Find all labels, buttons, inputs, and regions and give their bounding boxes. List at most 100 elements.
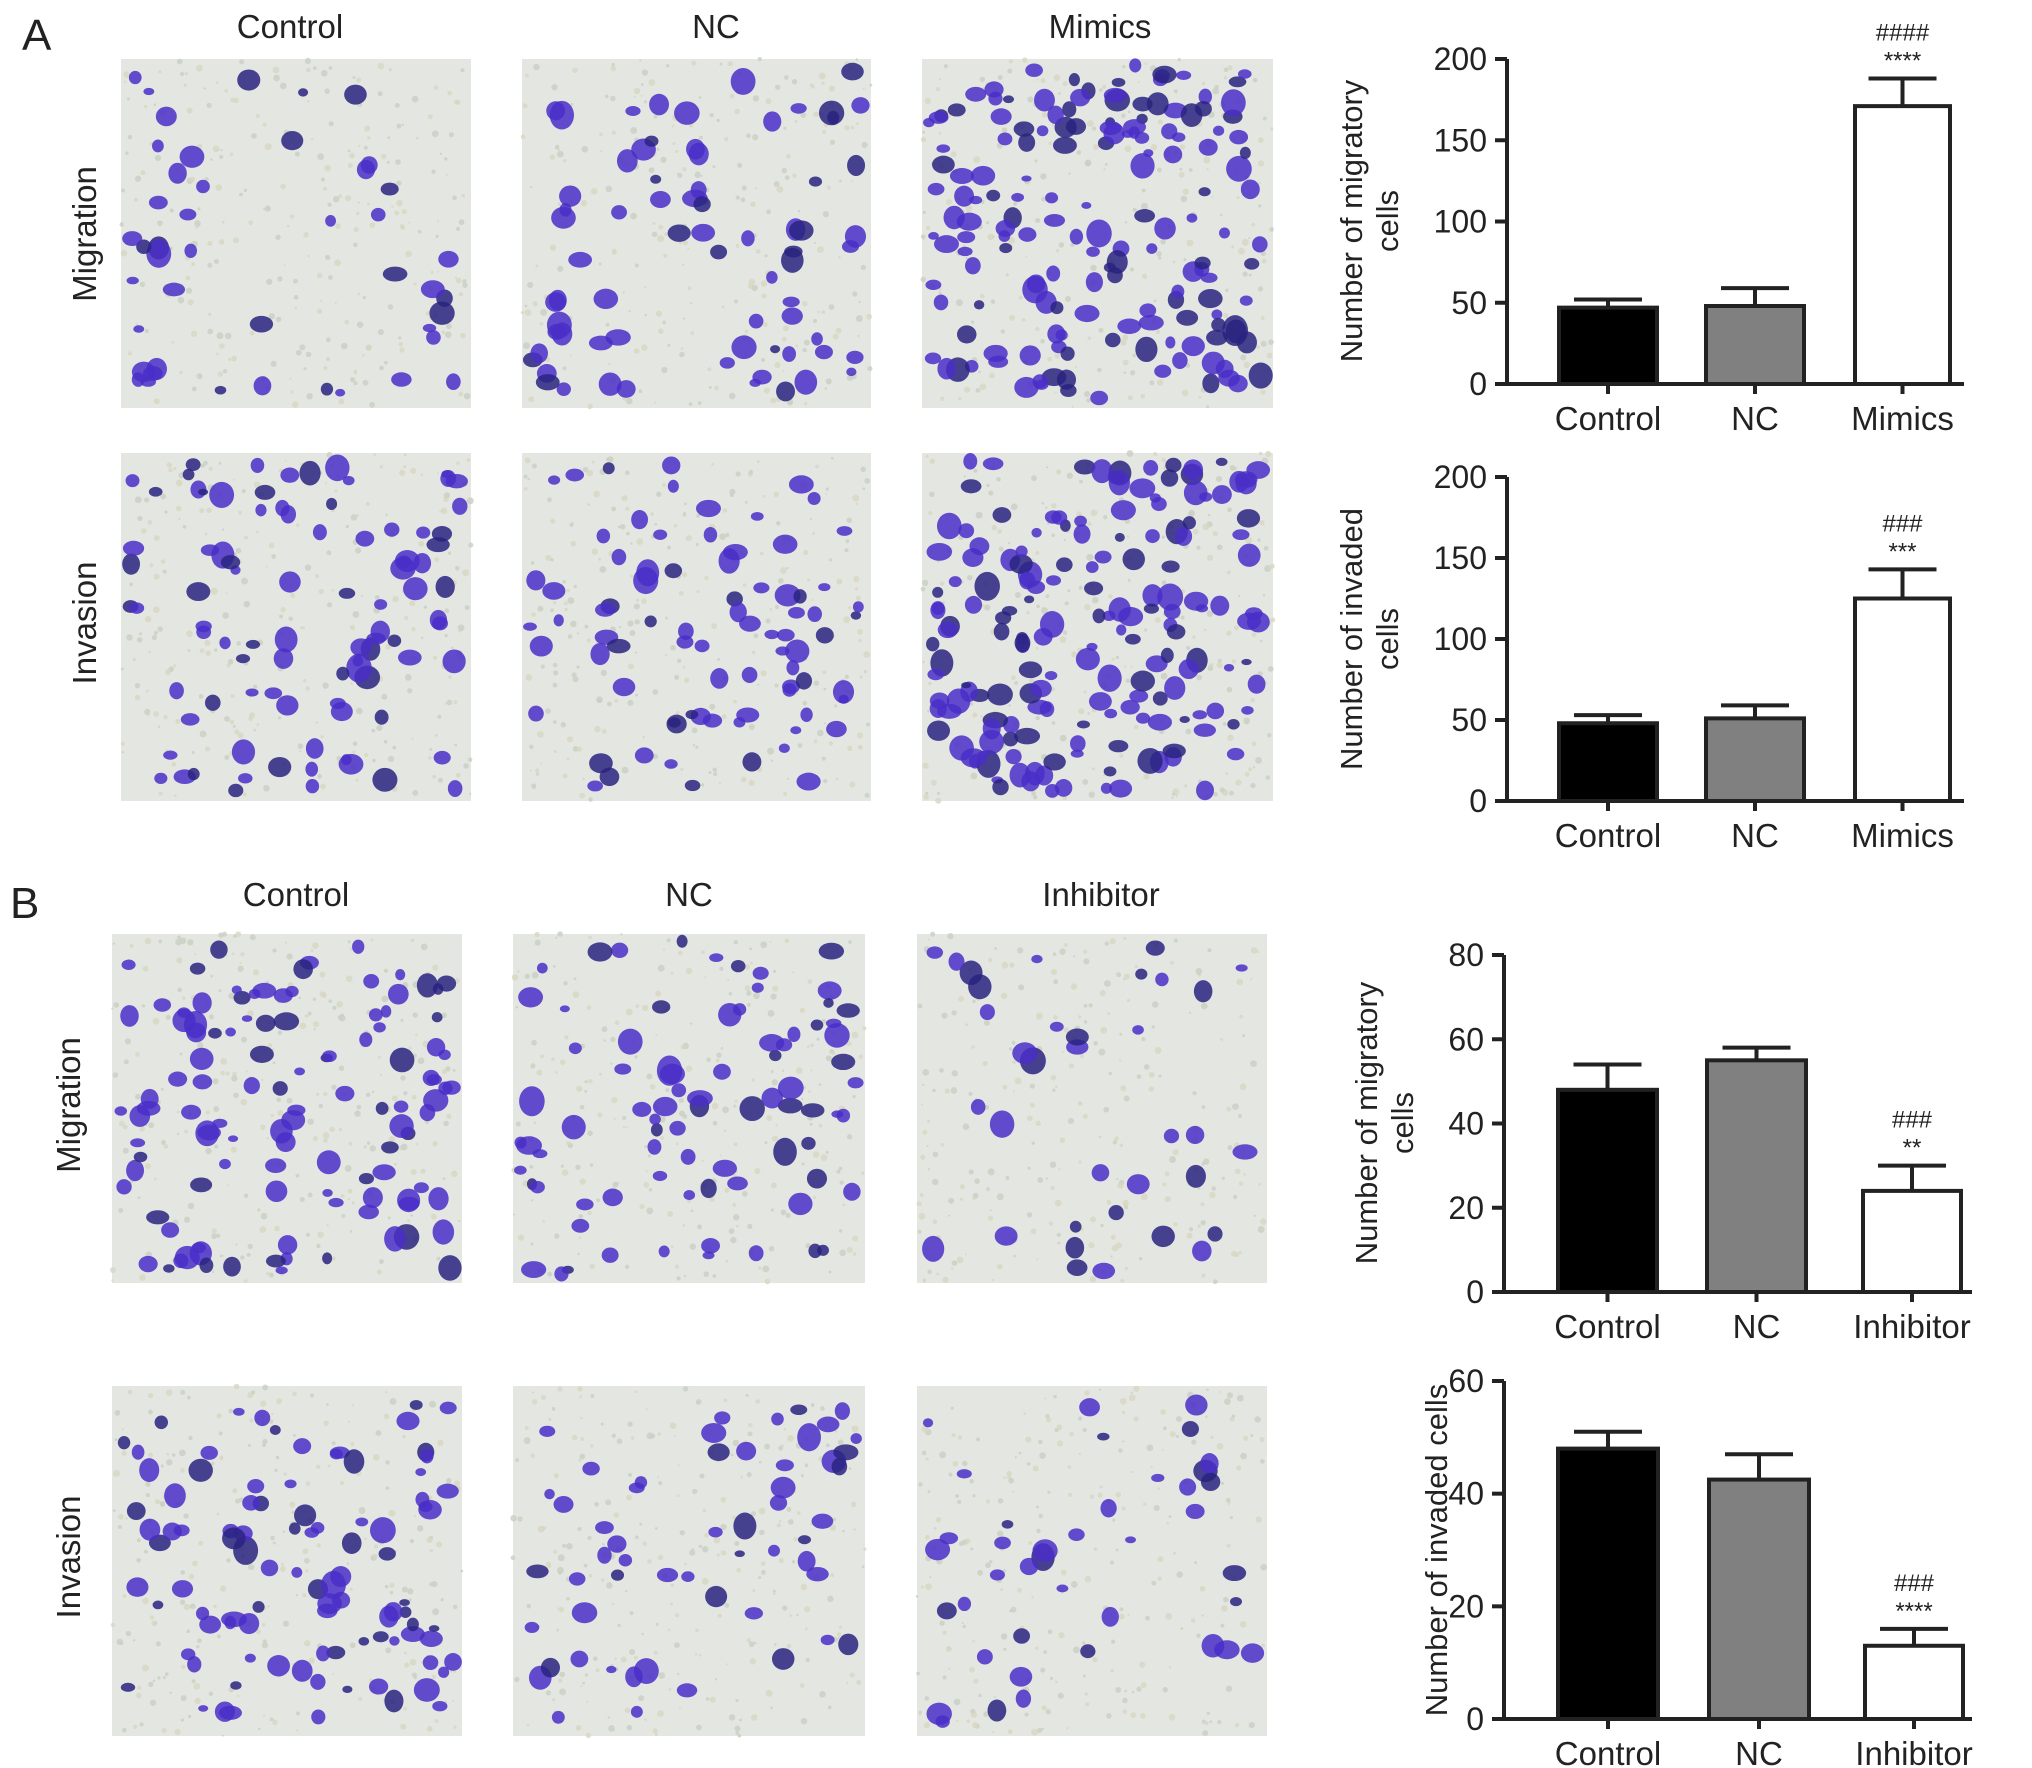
stained-cell	[695, 499, 721, 518]
stained-cell	[1018, 227, 1037, 242]
stained-cell	[1056, 557, 1073, 573]
stained-cell	[225, 1027, 236, 1037]
stained-cell	[429, 301, 455, 325]
stained-cell	[1194, 256, 1211, 270]
stained-cell	[1030, 679, 1052, 698]
stained-cell	[1045, 784, 1060, 798]
stained-cell	[595, 1521, 614, 1534]
y-tick-label: 20	[1448, 1190, 1484, 1226]
stained-cell	[535, 374, 560, 391]
stained-cell	[847, 154, 866, 177]
stained-cell	[1143, 603, 1159, 614]
stained-cell	[1076, 720, 1090, 729]
stained-cell	[977, 750, 989, 759]
stained-cell	[305, 738, 324, 759]
stained-cell	[209, 481, 235, 508]
stained-cell	[1052, 136, 1077, 154]
stained-cell	[1084, 581, 1104, 596]
stained-cell	[733, 1512, 757, 1540]
stained-cell	[252, 1600, 265, 1613]
stained-cell	[1165, 457, 1182, 473]
stained-cell	[265, 1158, 287, 1174]
micrograph-a-invasion-control	[120, 451, 474, 801]
stained-cell	[1193, 980, 1213, 1003]
stained-cell	[396, 1411, 420, 1431]
stained-cell	[1219, 227, 1230, 239]
stained-cell	[924, 352, 942, 365]
stained-cell	[524, 1621, 540, 1633]
stained-cell	[384, 522, 400, 537]
bar-control	[1557, 721, 1659, 803]
stained-cell	[936, 512, 962, 540]
stained-cell	[1009, 762, 1031, 788]
stained-cell	[374, 599, 388, 610]
stained-cell	[1055, 329, 1068, 341]
stained-cell	[1103, 87, 1127, 103]
stained-cell	[1212, 485, 1232, 505]
stained-cell	[1139, 303, 1157, 318]
stained-cell	[1091, 459, 1113, 484]
stained-cell	[782, 683, 797, 697]
stained-cell	[1212, 125, 1225, 136]
stained-cell	[561, 1114, 586, 1140]
stained-cell	[220, 555, 241, 570]
stained-cell	[247, 1478, 265, 1494]
stained-cell	[126, 1577, 149, 1597]
stained-cell	[382, 266, 408, 282]
stained-cell	[683, 1190, 696, 1201]
stained-cell	[1241, 658, 1252, 666]
stained-cell	[363, 974, 380, 989]
stained-cell	[808, 176, 823, 187]
stained-cell	[650, 174, 662, 184]
stained-cell	[162, 282, 186, 297]
stained-cell	[131, 1444, 145, 1460]
x-tick-label: Control	[1555, 400, 1661, 437]
stained-cell	[718, 1002, 742, 1027]
stained-cell	[693, 196, 711, 213]
stained-cell	[1015, 1689, 1032, 1708]
stained-cell	[719, 357, 735, 369]
stained-cell	[269, 1425, 281, 1436]
micrograph-a-migration-control	[119, 57, 471, 408]
y-axis-label: cells	[1385, 1092, 1420, 1154]
stained-cell	[989, 1110, 1015, 1138]
stained-cell	[1198, 138, 1218, 156]
stained-cell	[375, 1101, 389, 1115]
stained-cell	[987, 1699, 1007, 1722]
bar-nc	[1707, 1477, 1811, 1722]
stained-cell	[818, 942, 845, 960]
column-header-b-control: Control	[243, 876, 349, 913]
stained-cell	[199, 1257, 214, 1274]
stained-cell	[415, 1468, 427, 1477]
y-tick-label: 0	[1469, 366, 1487, 402]
stained-cell	[444, 1653, 462, 1671]
stained-cell	[678, 622, 694, 640]
stained-cell	[647, 1139, 662, 1155]
stained-cell	[521, 1261, 547, 1278]
stained-cell	[649, 93, 669, 116]
stained-cell	[707, 1443, 730, 1462]
stained-cell	[1005, 748, 1022, 765]
stained-cell	[1109, 779, 1133, 798]
stained-cell	[794, 369, 818, 395]
micrograph-b-invasion-nc	[510, 1386, 867, 1739]
stained-cell	[1151, 1473, 1165, 1483]
stained-cell	[1014, 633, 1031, 653]
stained-cell	[432, 616, 448, 631]
stained-cell	[650, 190, 671, 208]
stained-cell	[195, 620, 212, 633]
significance-stars: **	[1903, 1135, 1922, 1162]
stained-cell	[1027, 699, 1052, 715]
micrograph-a-migration-mimics	[920, 57, 1274, 409]
stained-cell	[1194, 101, 1212, 117]
stained-cell	[625, 106, 641, 116]
stained-cell	[1070, 88, 1091, 107]
stained-cell	[614, 1063, 632, 1075]
stained-cell	[1081, 202, 1092, 209]
stained-cell	[1200, 1472, 1221, 1492]
stained-cell	[383, 1602, 403, 1622]
stained-cell	[1142, 584, 1163, 607]
stained-cell	[265, 1180, 288, 1203]
stained-cell	[210, 940, 228, 959]
stained-cell	[185, 458, 201, 472]
